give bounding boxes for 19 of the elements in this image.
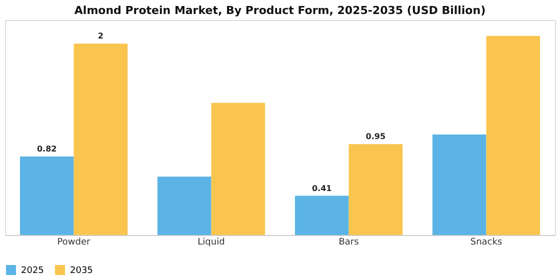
bar [348,144,403,235]
chart-title: Almond Protein Market, By Product Form, 2025-2035 (USD Billion) [74,4,486,17]
data-label: 2 [98,32,104,41]
bar [294,196,349,235]
x-tick-label: Powder [57,238,91,248]
x-tick-label: Liquid [198,238,225,248]
bar [486,36,540,235]
data-label: 0.95 [366,132,386,142]
legend-label: 2035 [70,266,93,276]
bar [432,134,486,235]
x-tick-label: Snacks [470,238,502,248]
bar [74,44,128,235]
data-label: 0.41 [312,184,332,193]
x-tick-label: Bars [338,238,360,248]
bar [20,156,74,235]
bar [157,176,212,235]
bar [211,102,266,235]
legend-label: 2025 [21,266,44,276]
data-label: 0.82 [36,144,57,154]
